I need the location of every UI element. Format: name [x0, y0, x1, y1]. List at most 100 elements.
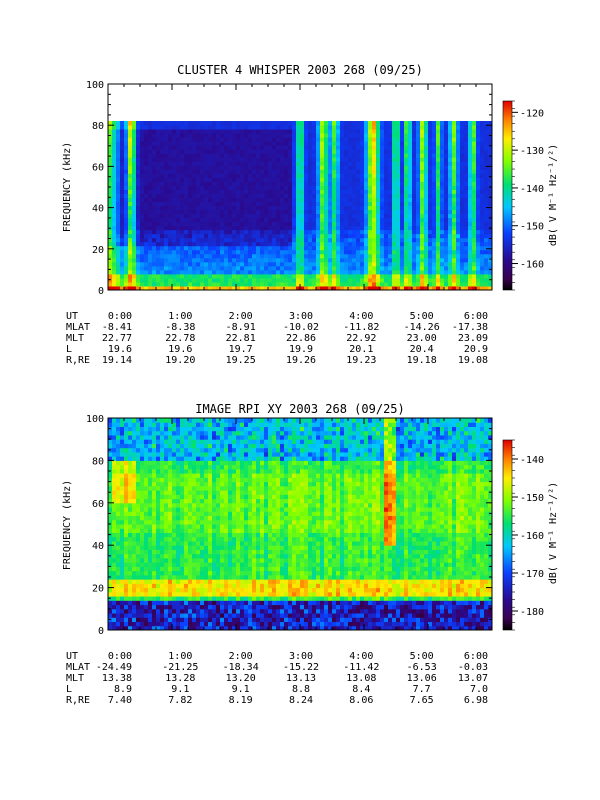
- spectrogram-cell: [424, 121, 429, 126]
- spectrogram-cell: [224, 281, 229, 287]
- spectrogram-cell: [152, 502, 157, 508]
- spectrogram-cell: [132, 422, 137, 427]
- spectrogram-cell: [416, 161, 421, 166]
- spectrogram-cell: [432, 129, 437, 134]
- spectrogram-cell: [148, 562, 153, 567]
- spectrogram-cell: [256, 125, 261, 130]
- spectrogram-cell: [148, 249, 153, 255]
- spectrogram-cell: [116, 468, 121, 474]
- spectrogram-cell: [152, 241, 157, 247]
- spectrogram-cell: [212, 237, 217, 243]
- spectrogram-cell: [368, 277, 373, 283]
- spectrogram-cell: [400, 205, 405, 211]
- spectrogram-cell: [324, 149, 329, 154]
- spectrogram-cell: [324, 285, 329, 291]
- spectrogram-cell: [384, 153, 389, 158]
- spectrogram-cell: [300, 185, 305, 190]
- spectrogram-cell: [316, 253, 321, 259]
- spectrogram-cell: [296, 281, 301, 287]
- spectrogram-cell: [352, 225, 357, 231]
- spectrogram-cell: [272, 257, 277, 263]
- spectrogram-cell: [244, 149, 249, 154]
- spectrogram-cell: [200, 277, 205, 283]
- spectrogram-cell: [324, 261, 329, 267]
- spectrogram-cell: [144, 562, 149, 567]
- spectrogram-cell: [120, 277, 125, 283]
- spectrogram-cell: [396, 253, 401, 259]
- spectrogram-cell: [352, 153, 357, 158]
- spectrogram-cell: [268, 241, 273, 247]
- spectrogram-cell: [124, 549, 129, 555]
- spectrogram-cell: [176, 245, 181, 251]
- spectrogram-cell: [488, 245, 493, 251]
- spectrogram-cell: [276, 121, 281, 126]
- spectrogram-cell: [140, 253, 145, 259]
- spectrogram-cell: [324, 141, 329, 146]
- spectrogram-cell: [156, 553, 161, 559]
- spectrogram-cell: [116, 604, 121, 610]
- spectrogram-cell: [128, 579, 133, 584]
- spectrogram-cell: [340, 277, 345, 283]
- spectrogram-cell: [364, 265, 369, 271]
- spectrogram-cell: [136, 153, 141, 158]
- spectrogram-cell: [464, 241, 469, 247]
- spectrogram-cell: [416, 233, 421, 239]
- spectrogram-cell: [176, 193, 181, 198]
- spectrogram-cell: [128, 553, 133, 559]
- spectrogram-cell: [192, 249, 197, 255]
- spectrogram-cell: [164, 422, 169, 427]
- spectrogram-cell: [352, 277, 357, 283]
- spectrogram-cell: [384, 197, 389, 202]
- spectrogram-cell: [136, 261, 141, 267]
- spectrogram-cell: [324, 121, 329, 126]
- spectrogram-cell: [336, 245, 341, 251]
- spectrogram-cell: [268, 125, 273, 130]
- spectrogram-cell: [300, 205, 305, 211]
- spectrogram-cell: [380, 285, 385, 291]
- spectrogram-cell: [208, 229, 213, 235]
- spectrogram-cell: [416, 237, 421, 243]
- spectrogram-cell: [328, 169, 333, 174]
- spectrogram-cell: [312, 201, 317, 206]
- spectrogram-cell: [428, 189, 433, 194]
- spectrogram-cell: [260, 281, 265, 287]
- spectrogram-cell: [160, 430, 165, 436]
- spectrogram-cell: [136, 189, 141, 194]
- panel1-x-axis: [107, 84, 493, 290]
- spectrogram-cell: [388, 273, 393, 279]
- spectrogram-cell: [144, 149, 149, 154]
- spectrogram-cell: [384, 221, 389, 227]
- spectrogram-cell: [192, 273, 197, 279]
- spectrogram-cell: [236, 273, 241, 279]
- spectrogram-cell: [128, 205, 133, 211]
- spectrogram-cell: [152, 181, 157, 186]
- spectrogram-cell: [112, 422, 117, 427]
- spectrogram-cell: [464, 221, 469, 227]
- spectrogram-cell: [244, 189, 249, 194]
- spectrogram-cell: [140, 532, 145, 538]
- spectrogram-cell: [128, 426, 133, 432]
- spectrogram-cell: [312, 153, 317, 158]
- spectrogram-cell: [272, 269, 277, 275]
- spectrogram-cell: [160, 434, 165, 440]
- spectrogram-cell: [108, 562, 113, 567]
- spectrogram-cell: [364, 221, 369, 227]
- spectrogram-cell: [188, 209, 193, 215]
- spectrogram-cell: [464, 257, 469, 263]
- spectrogram-cell: [468, 213, 473, 219]
- spectrogram-cell: [412, 133, 417, 138]
- spectrogram-cell: [348, 281, 353, 287]
- spectrogram-cell: [456, 269, 461, 275]
- spectrogram-cell: [416, 181, 421, 186]
- ephemeris-value: 22.81: [226, 333, 256, 344]
- spectrogram-cell: [132, 473, 137, 478]
- spectrogram-cell: [416, 173, 421, 178]
- spectrogram-cell: [320, 189, 325, 194]
- spectrogram-cell: [292, 217, 297, 223]
- spectrogram-cell: [352, 129, 357, 134]
- spectrogram-cell: [272, 153, 277, 158]
- spectrogram-cell: [352, 217, 357, 223]
- spectrogram-cell: [124, 285, 129, 291]
- spectrogram-cell: [168, 153, 173, 158]
- spectrogram-cell: [320, 257, 325, 263]
